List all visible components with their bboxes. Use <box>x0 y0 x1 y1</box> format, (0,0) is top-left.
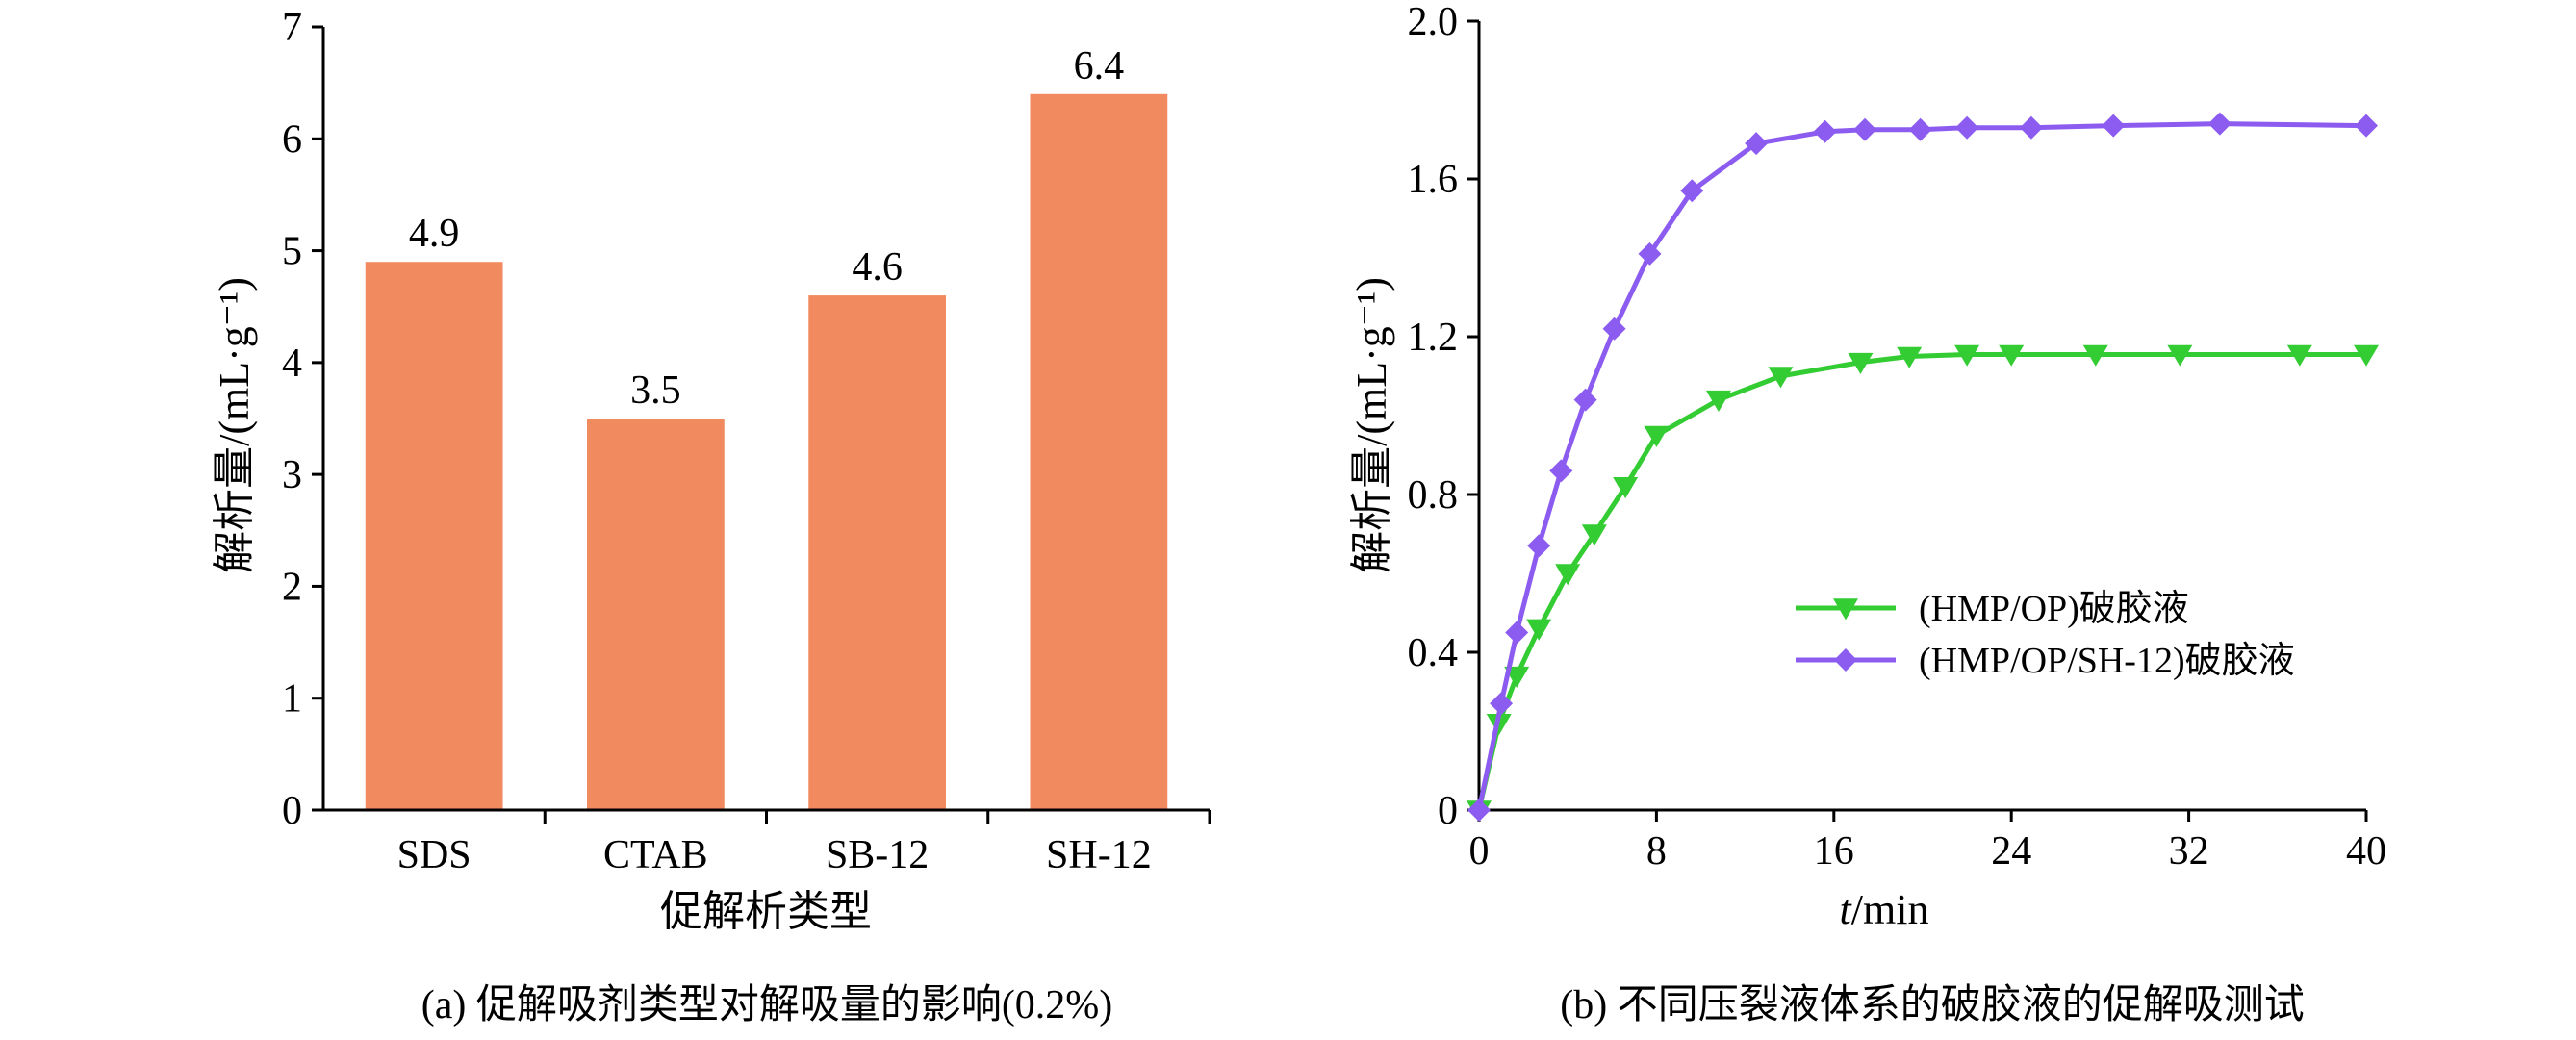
y-tick-label: 7 <box>282 6 302 50</box>
caption-b: (b) 不同压裂液体系的破胶液的促解吸测试 <box>1560 982 2304 1027</box>
y-tick-label: 3 <box>282 453 302 497</box>
x-ticks: 0 8 16 24 32 40 <box>1469 810 2386 874</box>
data-point <box>1527 534 1551 558</box>
x-tick-label: 8 <box>1646 829 1667 874</box>
y-axis-title: 解析量/(mL·g⁻¹) <box>1348 277 1395 573</box>
data-point <box>2102 114 2126 138</box>
data-point <box>1555 564 1581 586</box>
data-point <box>2355 114 2378 138</box>
y-axis-title: 解析量/(mL·g⁻¹) <box>211 277 258 573</box>
bar-sh-12 <box>1030 93 1168 811</box>
data-point <box>1490 692 1514 716</box>
data-label: 4.6 <box>852 245 903 290</box>
y-ticks: 0 1 2 3 4 5 6 7 <box>282 6 323 833</box>
data-point <box>1813 119 1837 143</box>
chart-b: 00.40.81.21.62.0 0 8 16 24 32 40 (HMP/OP)破胶液(… <box>1348 0 2386 1027</box>
y-tick-label: 0 <box>1438 789 1458 833</box>
y-tick-label: 0.4 <box>1408 631 1459 675</box>
data-point <box>1745 132 1769 156</box>
x-axis-title-variable: t <box>1840 886 1853 933</box>
x-tick-label: SB-12 <box>826 833 929 877</box>
data-label: 6.4 <box>1074 44 1125 89</box>
legend-label: (HMP/OP/SH-12)破胶液 <box>1919 641 2295 681</box>
y-ticks: 0 0.4 0.8 1.2 1.6 2.0 <box>1408 0 1479 833</box>
x-tick-label: 24 <box>1991 829 2031 874</box>
x-tick-label: 40 <box>2346 829 2386 874</box>
data-point <box>1467 799 1491 822</box>
x-axis-title: 促解析类型 <box>660 888 872 935</box>
x-tick-label: 0 <box>1469 829 1490 874</box>
y-tick-label: 1.2 <box>1408 316 1459 360</box>
data-point <box>1505 621 1529 645</box>
data-point <box>2019 115 2043 140</box>
data-point <box>1613 477 1639 499</box>
series-line <box>1476 121 2367 811</box>
y-tick-label: 0.8 <box>1408 473 1459 518</box>
x-ticks: SDS CTAB SB-12 SH-12 <box>397 810 1211 877</box>
bar-sds <box>365 262 503 810</box>
y-tick-label: 2 <box>282 565 302 609</box>
data-point <box>1954 344 1980 367</box>
data-point <box>1908 117 1932 141</box>
data-point <box>1644 425 1670 447</box>
y-tick-label: 2.0 <box>1408 0 1459 44</box>
y-tick-label: 0 <box>282 789 302 833</box>
series-1 <box>1467 344 2379 823</box>
data-point <box>2082 344 2108 367</box>
legend-marker <box>1834 648 1857 672</box>
data-point <box>1853 117 1877 141</box>
legend: (HMP/OP)破胶液 (HMP/OP/SH-12)破胶液 <box>1796 589 2295 681</box>
data-point <box>1549 459 1573 483</box>
x-axis-title: t/min <box>1840 886 1929 933</box>
bar-ctab <box>586 419 725 810</box>
data-point <box>2167 344 2193 367</box>
x-tick-label: 16 <box>1814 829 1854 874</box>
line-series <box>1467 112 2379 823</box>
data-point <box>1581 524 1607 546</box>
data-point <box>1999 344 2025 367</box>
x-tick-label: SDS <box>397 833 472 877</box>
bar-series <box>365 93 1168 811</box>
data-point <box>1768 367 1794 389</box>
x-tick-label: CTAB <box>603 833 708 877</box>
data-label: 3.5 <box>630 368 681 413</box>
y-tick-label: 1 <box>282 677 302 722</box>
data-labels: 4.9 3.5 4.6 6.4 <box>409 44 1124 413</box>
data-point <box>1602 317 1626 341</box>
legend-marker <box>1833 598 1858 621</box>
data-point <box>2354 344 2379 367</box>
data-point <box>1638 241 1662 266</box>
data-point <box>1955 115 1979 140</box>
y-tick-label: 4 <box>282 342 302 386</box>
x-tick-label: 32 <box>2169 829 2209 874</box>
y-tick-label: 1.6 <box>1408 158 1459 202</box>
bar-sb-12 <box>808 295 947 811</box>
data-point <box>1526 619 1552 641</box>
y-tick-label: 5 <box>282 230 302 274</box>
data-point <box>1848 352 1874 374</box>
data-point <box>2286 344 2312 367</box>
y-tick-label: 6 <box>282 117 302 162</box>
data-point <box>2207 112 2232 136</box>
data-point <box>1680 179 1704 203</box>
series-2 <box>1467 112 2378 822</box>
caption-a: (a) 促解吸剂类型对解吸量的影响(0.2%) <box>421 983 1113 1027</box>
series-line <box>1476 351 2366 811</box>
x-axis-title-unit: /min <box>1851 886 1929 933</box>
data-point <box>1897 346 1923 368</box>
x-tick-label: SH-12 <box>1046 833 1152 877</box>
data-point <box>1705 390 1731 412</box>
data-point <box>1573 388 1597 412</box>
data-label: 4.9 <box>409 212 460 256</box>
legend-label: (HMP/OP)破胶液 <box>1919 589 2189 629</box>
